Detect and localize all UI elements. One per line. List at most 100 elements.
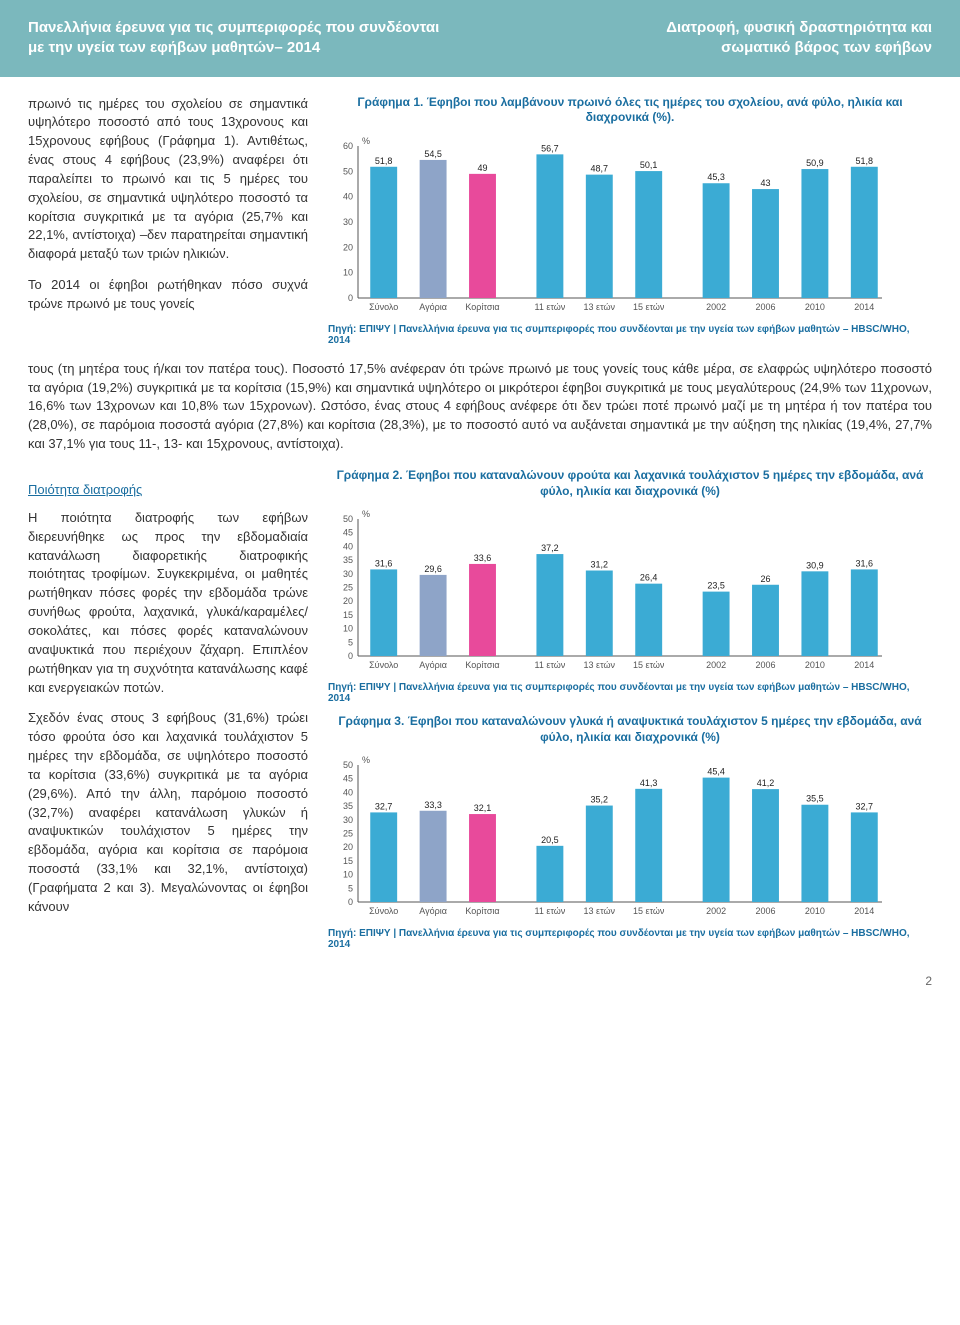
- svg-text:31,6: 31,6: [375, 559, 393, 569]
- svg-text:30: 30: [343, 815, 353, 825]
- chart-1-title-rest: Έφηβοι που λαμβάνουν πρωινό όλες τις ημέ…: [423, 95, 902, 125]
- svg-text:51,8: 51,8: [856, 155, 874, 165]
- paragraph-1: πρωινό τις ημέρες του σχολείου σε σημαντ…: [28, 95, 308, 265]
- page-content: πρωινό τις ημέρες του σχολείου σε σημαντ…: [0, 77, 960, 969]
- svg-text:31,2: 31,2: [591, 560, 609, 570]
- svg-text:11 ετών: 11 ετών: [534, 906, 565, 916]
- svg-text:35: 35: [343, 555, 353, 565]
- svg-text:0: 0: [348, 293, 353, 303]
- svg-text:2006: 2006: [755, 660, 775, 670]
- svg-text:2010: 2010: [805, 660, 825, 670]
- svg-text:%: %: [362, 136, 370, 146]
- svg-text:Αγόρια: Αγόρια: [419, 302, 447, 312]
- chart-3-title-rest: Έφηβοι που καταναλώνουν γλυκά ή αναψυκτι…: [404, 714, 921, 744]
- svg-text:Κορίτσια: Κορίτσια: [465, 906, 499, 916]
- svg-text:2014: 2014: [854, 906, 874, 916]
- chart-3-title-num: Γράφημα 3.: [338, 714, 404, 728]
- svg-text:30,9: 30,9: [806, 560, 824, 570]
- page-number: 2: [0, 968, 960, 998]
- svg-text:32,7: 32,7: [856, 802, 874, 812]
- svg-text:40: 40: [343, 788, 353, 798]
- svg-text:2010: 2010: [805, 302, 825, 312]
- svg-text:45,4: 45,4: [707, 767, 725, 777]
- svg-text:10: 10: [343, 267, 353, 277]
- svg-text:54,5: 54,5: [424, 149, 442, 159]
- svg-text:5: 5: [348, 637, 353, 647]
- chart-2-container: Γράφημα 2. Έφηβοι που καταναλώνουν φρούτ…: [328, 468, 932, 704]
- svg-text:Κορίτσια: Κορίτσια: [465, 302, 499, 312]
- svg-text:2014: 2014: [854, 302, 874, 312]
- svg-text:15: 15: [343, 610, 353, 620]
- svg-text:60: 60: [343, 141, 353, 151]
- svg-text:41,3: 41,3: [640, 778, 658, 788]
- svg-text:40: 40: [343, 191, 353, 201]
- paragraph-4: Σχεδόν ένας στους 3 εφήβους (31,6%) τρώε…: [28, 709, 308, 916]
- svg-text:15 ετών: 15 ετών: [633, 660, 665, 670]
- svg-text:20,5: 20,5: [541, 835, 559, 845]
- svg-text:15 ετών: 15 ετών: [633, 302, 665, 312]
- chart-2-title-rest: Έφηβοι που καταναλώνουν φρούτα και λαχαν…: [403, 468, 924, 498]
- svg-text:2014: 2014: [854, 660, 874, 670]
- chart-1-title-num: Γράφημα 1.: [357, 95, 423, 109]
- svg-text:32,7: 32,7: [375, 802, 393, 812]
- svg-text:30: 30: [343, 217, 353, 227]
- svg-text:26: 26: [760, 574, 770, 584]
- chart-3-container: Γράφημα 3. Έφηβοι που καταναλώνουν γλυκά…: [328, 714, 932, 950]
- svg-text:45: 45: [343, 774, 353, 784]
- svg-text:26,4: 26,4: [640, 573, 658, 583]
- svg-text:45: 45: [343, 528, 353, 538]
- svg-text:2002: 2002: [706, 660, 726, 670]
- svg-text:35,2: 35,2: [591, 795, 609, 805]
- svg-text:20: 20: [343, 596, 353, 606]
- svg-text:5: 5: [348, 884, 353, 894]
- chart-2-title-num: Γράφημα 2.: [337, 468, 403, 482]
- paragraph-2-lead: Το 2014 οι έφηβοι ρωτήθηκαν πόσο συχνά τ…: [28, 276, 308, 314]
- svg-text:20: 20: [343, 242, 353, 252]
- svg-text:43: 43: [760, 178, 770, 188]
- svg-text:41,2: 41,2: [757, 778, 775, 788]
- svg-text:35,5: 35,5: [806, 794, 824, 804]
- svg-text:25: 25: [343, 583, 353, 593]
- svg-text:13 ετών: 13 ετών: [584, 660, 616, 670]
- svg-text:13 ετών: 13 ετών: [584, 906, 616, 916]
- svg-text:11 ετών: 11 ετών: [534, 302, 565, 312]
- section-link-quality[interactable]: Ποιότητα διατροφής: [28, 482, 142, 497]
- svg-text:50: 50: [343, 166, 353, 176]
- svg-text:50,9: 50,9: [806, 158, 824, 168]
- svg-text:20: 20: [343, 842, 353, 852]
- svg-text:2002: 2002: [706, 906, 726, 916]
- chart-1-container: Γράφημα 1. Έφηβοι που λαμβάνουν πρωινό ό…: [328, 95, 932, 346]
- svg-text:Σύνολο: Σύνολο: [369, 906, 398, 916]
- svg-text:33,6: 33,6: [474, 553, 492, 563]
- svg-text:51,8: 51,8: [375, 155, 393, 165]
- svg-text:%: %: [362, 755, 370, 765]
- svg-text:35: 35: [343, 801, 353, 811]
- header-right-title: Διατροφή, φυσική δραστηριότητα και σωματ…: [612, 18, 932, 59]
- svg-text:15: 15: [343, 856, 353, 866]
- svg-text:45,3: 45,3: [707, 172, 725, 182]
- svg-text:33,3: 33,3: [424, 800, 442, 810]
- svg-text:2002: 2002: [706, 302, 726, 312]
- svg-text:32,1: 32,1: [474, 803, 492, 813]
- svg-text:2006: 2006: [755, 302, 775, 312]
- svg-text:Σύνολο: Σύνολο: [369, 302, 398, 312]
- page-header: Πανελλήνια έρευνα για τις συμπεριφορές π…: [0, 0, 960, 77]
- svg-text:40: 40: [343, 541, 353, 551]
- chart-2-source: Πηγή: ΕΠΙΨΥ | Πανελλήνια έρευνα για τις …: [328, 682, 932, 704]
- chart-2-title: Γράφημα 2. Έφηβοι που καταναλώνουν φρούτ…: [328, 468, 932, 499]
- svg-text:31,6: 31,6: [856, 559, 874, 569]
- svg-text:23,5: 23,5: [707, 581, 725, 591]
- chart-1-svg: 0102030405060%51,8Σύνολο54,5Αγόρια49Κορί…: [328, 132, 888, 322]
- svg-text:%: %: [362, 509, 370, 519]
- svg-text:56,7: 56,7: [541, 143, 559, 153]
- svg-text:0: 0: [348, 897, 353, 907]
- svg-text:10: 10: [343, 870, 353, 880]
- svg-text:50: 50: [343, 760, 353, 770]
- svg-text:10: 10: [343, 624, 353, 634]
- svg-text:25: 25: [343, 829, 353, 839]
- chart-1-source: Πηγή: ΕΠΙΨΥ | Πανελλήνια έρευνα για τις …: [328, 324, 932, 346]
- svg-text:2010: 2010: [805, 906, 825, 916]
- chart-1-title: Γράφημα 1. Έφηβοι που λαμβάνουν πρωινό ό…: [328, 95, 932, 126]
- chart-3-svg: 05101520253035404550%32,7Σύνολο33,3Αγόρι…: [328, 751, 888, 926]
- chart-2-svg: 05101520253035404550%31,6Σύνολο29,6Αγόρι…: [328, 505, 888, 680]
